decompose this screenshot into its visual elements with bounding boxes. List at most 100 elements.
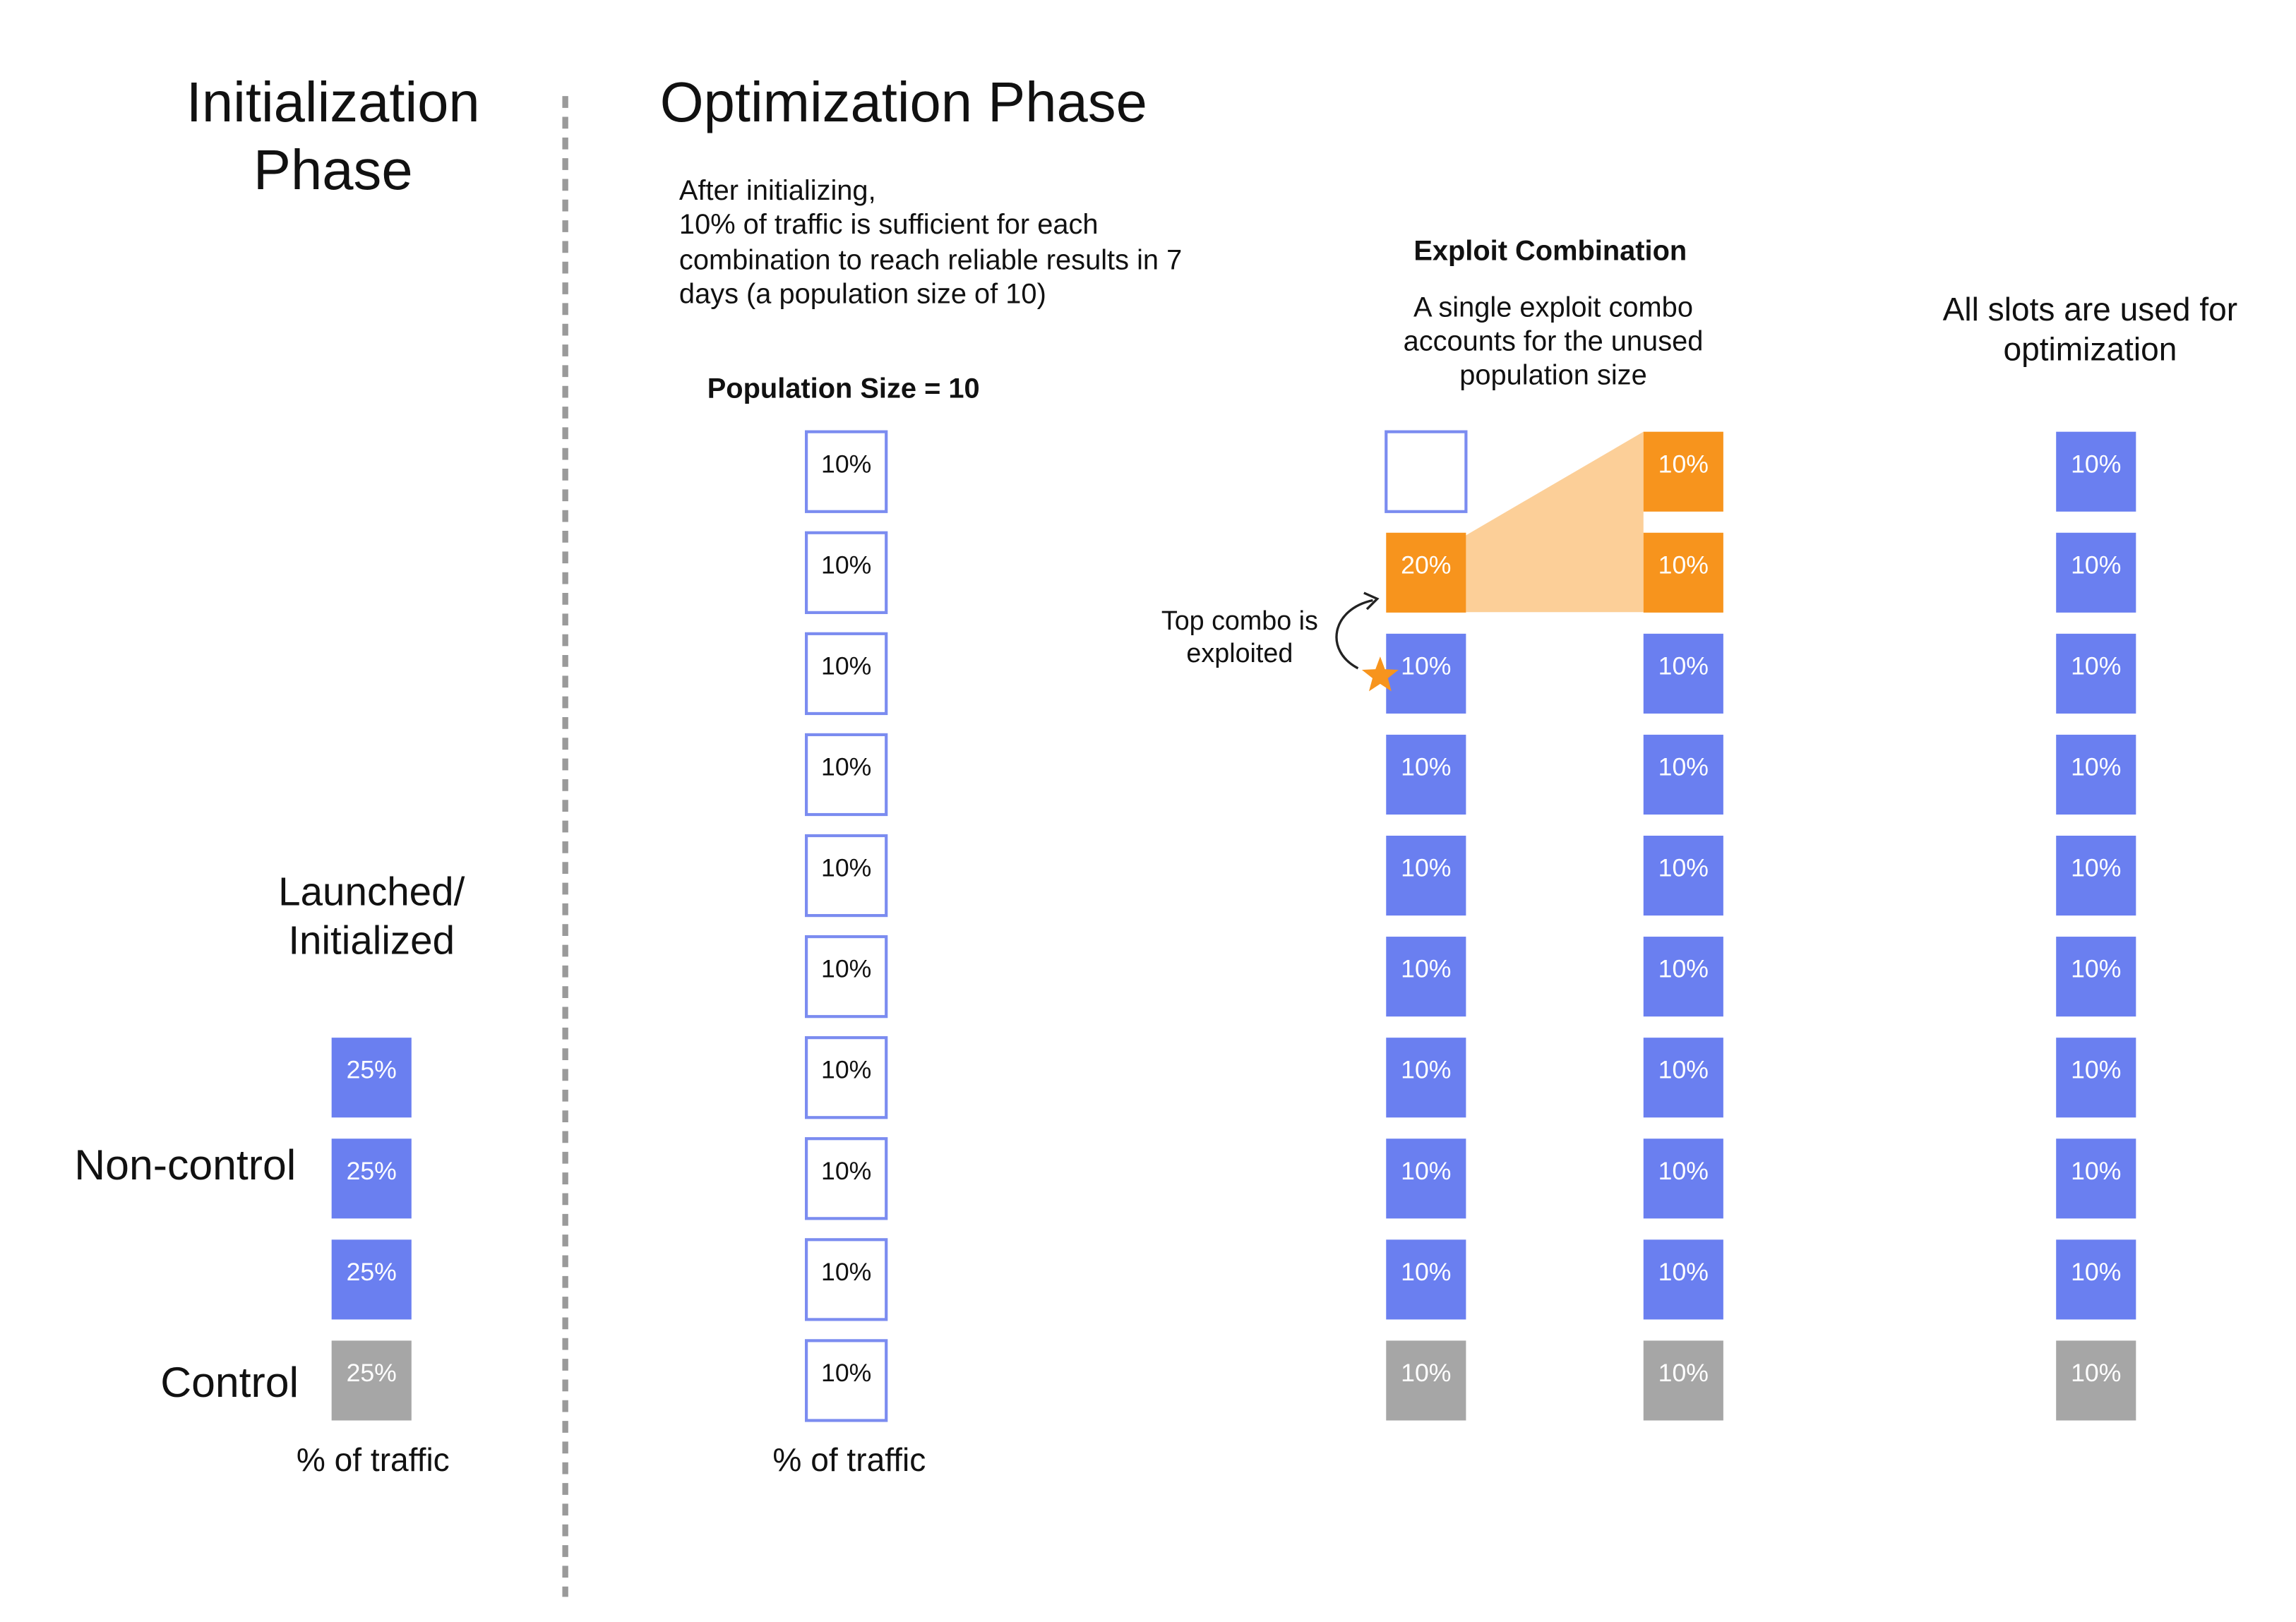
exploit-band — [1466, 431, 1644, 613]
traffic-cell — [805, 1339, 888, 1422]
cell-label: 10% — [821, 551, 871, 579]
cell-label: 10% — [821, 1157, 871, 1185]
cell-label: 10% — [1658, 752, 1709, 781]
traffic-cell — [1386, 1340, 1466, 1421]
opt-description: 10% of traffic is sufficient for each — [679, 209, 1099, 240]
cell-label: 10% — [1658, 1157, 1709, 1185]
traffic-cell — [1643, 835, 1723, 916]
traffic-cell — [331, 1139, 412, 1219]
traffic-cell — [2056, 1239, 2136, 1320]
arrow-head — [1363, 591, 1380, 611]
traffic-cell — [2056, 1038, 2136, 1118]
traffic-cell — [1386, 1038, 1466, 1118]
opt-footer: % of traffic — [772, 1441, 926, 1478]
cell-label: 10% — [821, 450, 871, 478]
opt-description: After initializing, — [679, 175, 876, 206]
traffic-cell — [2056, 532, 2136, 613]
cell-label: 10% — [1401, 651, 1451, 680]
traffic-cell — [1643, 431, 1723, 512]
opt-title: Optimization Phase — [660, 71, 1147, 133]
opt-description: combination to reach reliable results in… — [679, 244, 1182, 275]
noncontrol-label: Non-control — [74, 1141, 296, 1189]
traffic-cell — [2056, 1340, 2136, 1421]
traffic-cell — [805, 1238, 888, 1321]
cell-label: 10% — [2071, 1157, 2121, 1185]
traffic-cell — [1643, 1038, 1723, 1118]
traffic-cell — [331, 1038, 412, 1118]
traffic-cell — [2056, 431, 2136, 512]
traffic-cell — [1386, 937, 1466, 1017]
cell-label: 10% — [2071, 651, 2121, 680]
traffic-cell — [2056, 734, 2136, 815]
traffic-cell — [2056, 633, 2136, 714]
cell-label: 10% — [821, 1258, 871, 1286]
traffic-cell — [805, 531, 888, 614]
traffic-cell — [2056, 1139, 2136, 1219]
cell-label: 10% — [821, 955, 871, 983]
empty-slot — [1385, 430, 1468, 513]
traffic-cell — [331, 1239, 412, 1320]
cell-label: 20% — [1401, 551, 1451, 579]
cell-label: 10% — [821, 1359, 871, 1387]
cell-label: 10% — [1658, 651, 1709, 680]
traffic-cell — [805, 733, 888, 817]
exploit-description: population size — [1459, 360, 1647, 391]
star-marker — [1361, 656, 1399, 692]
annotation: exploited — [1186, 638, 1293, 668]
traffic-cell — [2056, 937, 2136, 1017]
traffic-cell — [1643, 937, 1723, 1017]
cell-label: 10% — [821, 1056, 871, 1084]
cell-label: 10% — [2071, 1056, 2121, 1084]
cell-label: 10% — [1401, 1157, 1451, 1185]
traffic-cell — [1643, 532, 1723, 613]
traffic-cell — [1386, 734, 1466, 815]
exploit-description: accounts for the unused — [1404, 326, 1704, 357]
cell-label: 10% — [1658, 1258, 1709, 1286]
init-title: Phase — [253, 138, 413, 201]
cell-label: 10% — [1401, 854, 1451, 882]
cell-label: 10% — [821, 854, 871, 882]
cell-label: 10% — [1658, 450, 1709, 478]
launched-label: Initialized — [288, 918, 455, 962]
cell-label: 10% — [1658, 955, 1709, 983]
cell-label: 10% — [1658, 1056, 1709, 1084]
traffic-cell — [331, 1340, 412, 1421]
opt-description: days (a population size of 10) — [679, 278, 1046, 309]
traffic-cell — [1643, 633, 1723, 714]
cell-label: 25% — [347, 1258, 397, 1286]
cell-label: 10% — [2071, 752, 2121, 781]
traffic-cell — [1386, 835, 1466, 916]
cell-label: 10% — [1658, 1359, 1709, 1387]
traffic-cell — [1643, 1139, 1723, 1219]
traffic-cell — [805, 430, 888, 513]
exploit-description: A single exploit combo — [1413, 292, 1693, 323]
cell-label: 10% — [2071, 551, 2121, 579]
control-label: Control — [160, 1358, 299, 1406]
population-label: Population Size = 10 — [707, 373, 980, 404]
init-footer: % of traffic — [297, 1441, 450, 1478]
cell-label: 10% — [1401, 1359, 1451, 1387]
traffic-cell — [805, 1036, 888, 1119]
cell-label: 10% — [821, 651, 871, 680]
cell-label: 10% — [2071, 854, 2121, 882]
cell-label: 10% — [1401, 1056, 1451, 1084]
traffic-cell — [1386, 633, 1466, 714]
annotation-arrow — [1335, 599, 1373, 670]
cell-label: 25% — [347, 1056, 397, 1084]
cell-label: 10% — [1658, 551, 1709, 579]
traffic-cell — [1643, 1239, 1723, 1320]
cell-label: 10% — [1401, 955, 1451, 983]
traffic-cell — [1386, 1139, 1466, 1219]
cell-label: 10% — [1401, 1258, 1451, 1286]
traffic-cell — [2056, 835, 2136, 916]
final-heading: optimization — [2003, 331, 2177, 368]
traffic-cell — [1643, 1340, 1723, 1421]
cell-label: 10% — [2071, 1258, 2121, 1286]
traffic-cell — [805, 632, 888, 716]
annotation: Top combo is — [1161, 606, 1318, 635]
exploit-heading: Exploit Combination — [1413, 236, 1687, 267]
init-title: Initialization — [186, 71, 480, 133]
cell-label: 10% — [2071, 450, 2121, 478]
traffic-cell — [805, 1137, 888, 1220]
